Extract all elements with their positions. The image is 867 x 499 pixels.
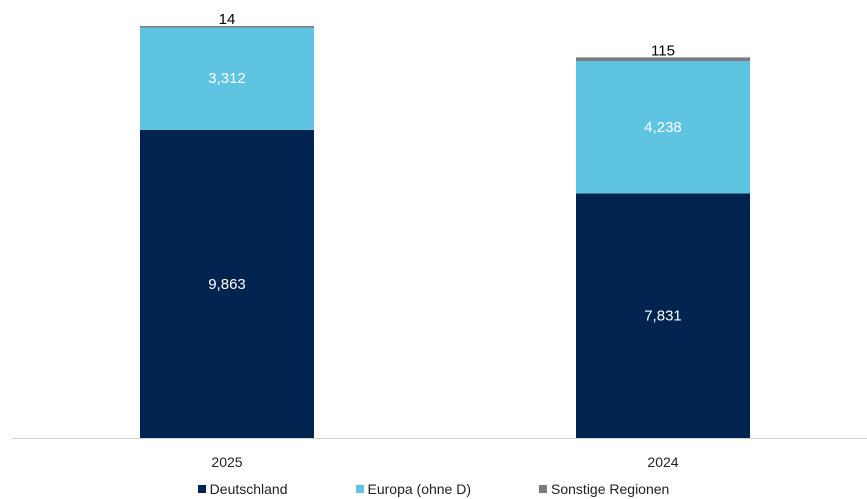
bar-0-2025 (140, 129, 314, 438)
category-label-2025: 2025 (211, 454, 242, 470)
data-label-0-2025: 9,863 (208, 276, 246, 293)
category-labels: 2025 2024 (211, 454, 678, 470)
bars-group: 9,863 3,312 14 7,831 4,238 115 (140, 11, 750, 438)
legend-label-1: Europa (ohne D) (367, 481, 472, 497)
legend-label-0: Deutschland (209, 481, 288, 497)
bar-0-2024 (576, 193, 750, 438)
stacked-bar-chart: 9,863 3,312 14 7,831 4,238 115 2025 2024 (12, 11, 867, 470)
data-label-1-2024: 4,238 (644, 119, 682, 136)
legend: Deutschland Europa (ohne D) Sonstige Regio… (0, 479, 867, 499)
legend-swatch-0 (197, 485, 206, 493)
legend-swatch-1 (355, 485, 364, 493)
data-label-1-2025: 3,312 (208, 70, 246, 87)
legend-label-2: Sonstige Regionen (551, 481, 670, 497)
legend-item-0: Deutschland (197, 481, 288, 497)
legend-item-2: Sonstige Regionen (539, 481, 669, 497)
data-label-0-2024: 7,831 (644, 308, 682, 325)
bar-2-2025 (140, 26, 314, 28)
bar-2-2024 (576, 57, 750, 61)
bar-1-2025 (140, 26, 314, 130)
bar-1-2024 (576, 60, 750, 194)
data-label-2-2024: 115 (651, 42, 675, 59)
legend-swatch-2 (539, 485, 548, 493)
legend-item-1: Europa (ohne D) (355, 481, 472, 497)
data-label-2-2025: 14 (219, 11, 236, 28)
category-label-2024: 2024 (647, 454, 678, 470)
